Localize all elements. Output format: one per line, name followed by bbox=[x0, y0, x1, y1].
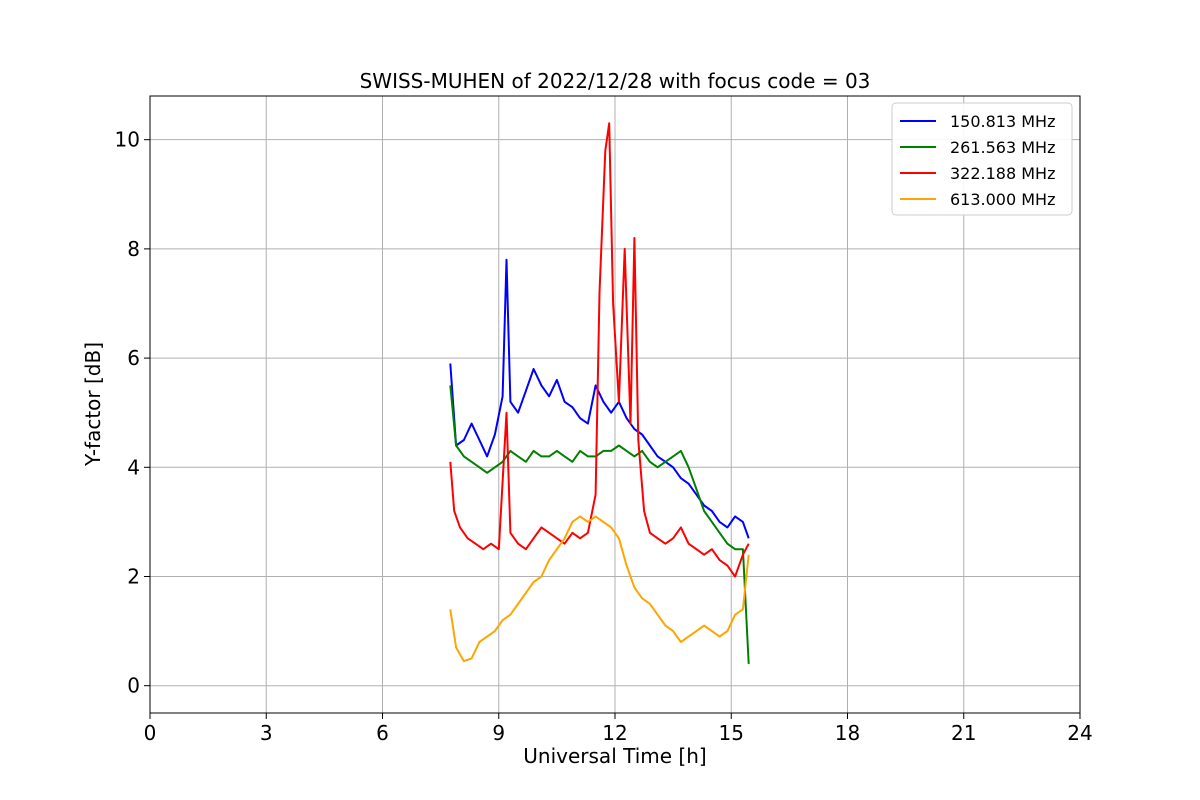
series-line-4 bbox=[449, 515, 750, 663]
legend-entry-label: 613.000 MHz bbox=[950, 190, 1055, 209]
x-tick-label: 24 bbox=[1067, 721, 1092, 745]
x-tick-label: 12 bbox=[602, 721, 627, 745]
legend-entry-label: 150.813 MHz bbox=[950, 112, 1055, 131]
y-axis-label: Y-factor [dB] bbox=[81, 342, 105, 467]
x-tick-label: 21 bbox=[951, 721, 976, 745]
y-tick-label: 10 bbox=[115, 128, 140, 152]
series-lines bbox=[449, 122, 750, 664]
x-tick-label: 15 bbox=[719, 721, 744, 745]
x-tick-label: 0 bbox=[144, 721, 157, 745]
legend-entry-label: 261.563 MHz bbox=[950, 138, 1055, 157]
x-tick-label: 9 bbox=[492, 721, 505, 745]
legend-entry-label: 322.188 MHz bbox=[950, 164, 1055, 183]
y-tick-label: 6 bbox=[127, 346, 140, 370]
x-tick-label: 3 bbox=[260, 721, 273, 745]
legend-box bbox=[891, 102, 1073, 216]
x-tick-label: 6 bbox=[376, 721, 389, 745]
series-line-2 bbox=[449, 385, 750, 664]
x-tick-label: 18 bbox=[835, 721, 860, 745]
legend: 150.813 MHz 261.563 MHz 322.188 MHz 613.000… bbox=[891, 102, 1073, 216]
y-tick-label: 2 bbox=[127, 564, 140, 588]
chart-title: SWISS-MUHEN of 2022/12/28 with focus cod… bbox=[360, 69, 871, 93]
y-tick-label: 4 bbox=[127, 455, 140, 479]
y-tick-label: 8 bbox=[127, 237, 140, 261]
x-axis-label: Universal Time [h] bbox=[523, 744, 706, 768]
series-line-3 bbox=[449, 122, 750, 578]
y-tick-label: 0 bbox=[127, 674, 140, 698]
